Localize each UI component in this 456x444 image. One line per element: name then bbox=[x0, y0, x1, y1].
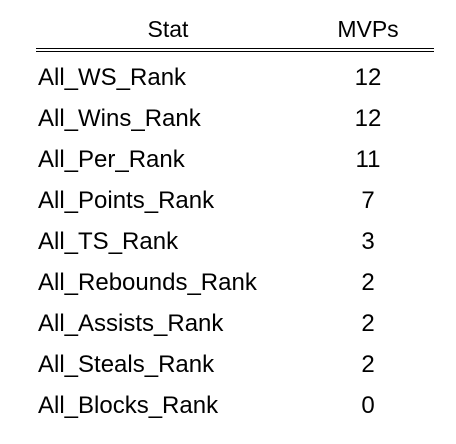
stat-cell: All_Points_Rank bbox=[38, 187, 215, 214]
table-row: All_Steals_Rank 2 bbox=[36, 345, 434, 386]
header-stat: Stat bbox=[147, 16, 189, 42]
mvps-cell: 2 bbox=[361, 310, 375, 337]
mvps-cell: 2 bbox=[361, 269, 375, 296]
stat-cell: All_Assists_Rank bbox=[38, 310, 224, 337]
table-row: All_TS_Rank 3 bbox=[36, 222, 434, 263]
stat-cell: All_Blocks_Rank bbox=[38, 392, 219, 419]
mvps-cell: 12 bbox=[354, 64, 382, 91]
header-rule-bottom bbox=[36, 51, 434, 52]
header-rule-top bbox=[36, 48, 434, 49]
table-row: All_Per_Rank 11 bbox=[36, 140, 434, 181]
mvps-cell: 3 bbox=[361, 228, 375, 255]
table-row: All_Wins_Rank 12 bbox=[36, 99, 434, 140]
table-body: All_WS_Rank 12 All_Wins_Rank 12 All_Per_… bbox=[36, 58, 434, 427]
stat-cell: All_Per_Rank bbox=[38, 146, 185, 173]
mvps-cell: 7 bbox=[361, 187, 375, 214]
table-header: Stat MVPs bbox=[36, 10, 434, 48]
stat-cell: All_TS_Rank bbox=[38, 228, 179, 255]
mvps-cell: 11 bbox=[355, 146, 381, 173]
table-row: All_Rebounds_Rank 2 bbox=[36, 263, 434, 304]
table-row: All_WS_Rank 12 bbox=[36, 58, 434, 99]
stat-cell: All_Steals_Rank bbox=[38, 351, 215, 378]
stat-cell: All_WS_Rank bbox=[38, 64, 187, 91]
header-mvps: MVPs bbox=[337, 16, 399, 42]
table-row: All_Blocks_Rank 0 bbox=[36, 386, 434, 427]
table-row: All_Assists_Rank 2 bbox=[36, 304, 434, 345]
table-row: All_Points_Rank 7 bbox=[36, 181, 434, 222]
stat-cell: All_Rebounds_Rank bbox=[38, 269, 257, 296]
stats-table: Stat MVPs All_WS_Rank 12 All_Wins_Rank 1… bbox=[36, 10, 434, 419]
mvps-cell: 0 bbox=[361, 392, 375, 419]
stat-cell: All_Wins_Rank bbox=[38, 105, 201, 132]
mvps-cell: 12 bbox=[354, 105, 382, 132]
mvps-cell: 2 bbox=[361, 351, 375, 378]
